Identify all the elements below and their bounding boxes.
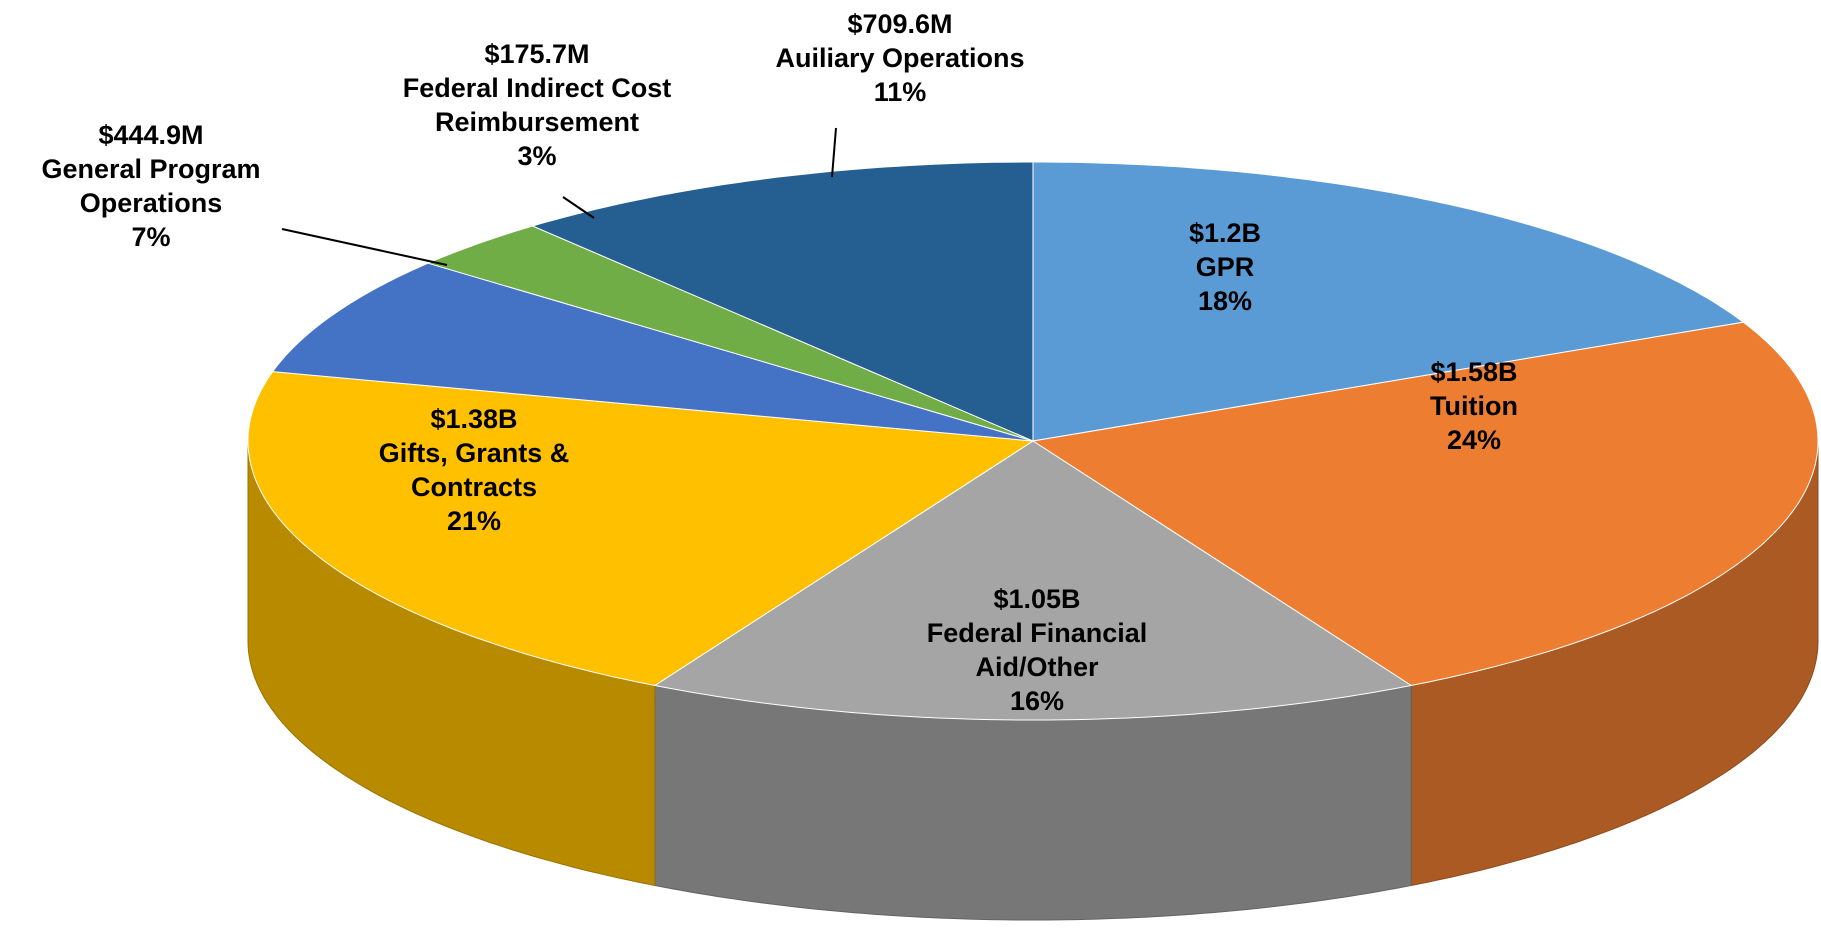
percent-label: 3% <box>517 141 557 171</box>
percent-label: 18% <box>1197 286 1253 316</box>
percent-label: 7% <box>131 222 171 252</box>
slice <box>271 262 1034 442</box>
slice <box>531 161 1034 442</box>
slice <box>247 371 1035 687</box>
percent-label: 21% <box>446 506 502 536</box>
category-label: Federal Financial Aid/Other <box>926 618 1148 682</box>
amount-label: $444.9M <box>98 120 204 150</box>
leader-line <box>831 127 837 178</box>
data-label: $1.38B Gifts, Grants & Contracts 21% <box>359 402 589 538</box>
slice <box>1031 321 1819 687</box>
data-label: $175.7M Federal Indirect Cost Reimburseme… <box>357 37 717 173</box>
amount-label: $1.38B <box>430 404 518 434</box>
slice <box>653 440 1413 721</box>
amount-label: $175.7M <box>484 39 590 69</box>
leader-line <box>281 228 448 266</box>
slice <box>426 225 1034 442</box>
amount-label: $1.05B <box>993 584 1081 614</box>
category-label: GPR <box>1195 252 1255 282</box>
data-label: $1.05B Federal Financial Aid/Other 16% <box>887 582 1187 718</box>
category-label: General Program Operations <box>41 154 261 218</box>
category-label: Gifts, Grants & Contracts <box>378 438 570 502</box>
leader-line <box>562 196 595 219</box>
percent-label: 11% <box>873 77 927 107</box>
slice-side <box>654 684 1412 921</box>
amount-label: $709.6M <box>847 9 953 39</box>
data-label: $709.6M Auiliary Operations 11% <box>690 7 1110 109</box>
data-label: $1.58B Tuition 24% <box>1374 355 1574 457</box>
amount-label: $1.58B <box>1430 357 1518 387</box>
category-label: Auiliary Operations <box>775 43 1025 73</box>
amount-label: $1.2B <box>1188 218 1262 248</box>
percent-label: 16% <box>1009 686 1065 716</box>
data-label: $1.2B GPR 18% <box>1125 216 1325 318</box>
data-label: $444.9M General Program Operations 7% <box>1 118 301 254</box>
category-label: Tuition <box>1430 391 1518 421</box>
category-label: Federal Indirect Cost Reimbursement <box>402 73 672 137</box>
slice <box>1032 161 1745 442</box>
percent-label: 24% <box>1446 425 1502 455</box>
